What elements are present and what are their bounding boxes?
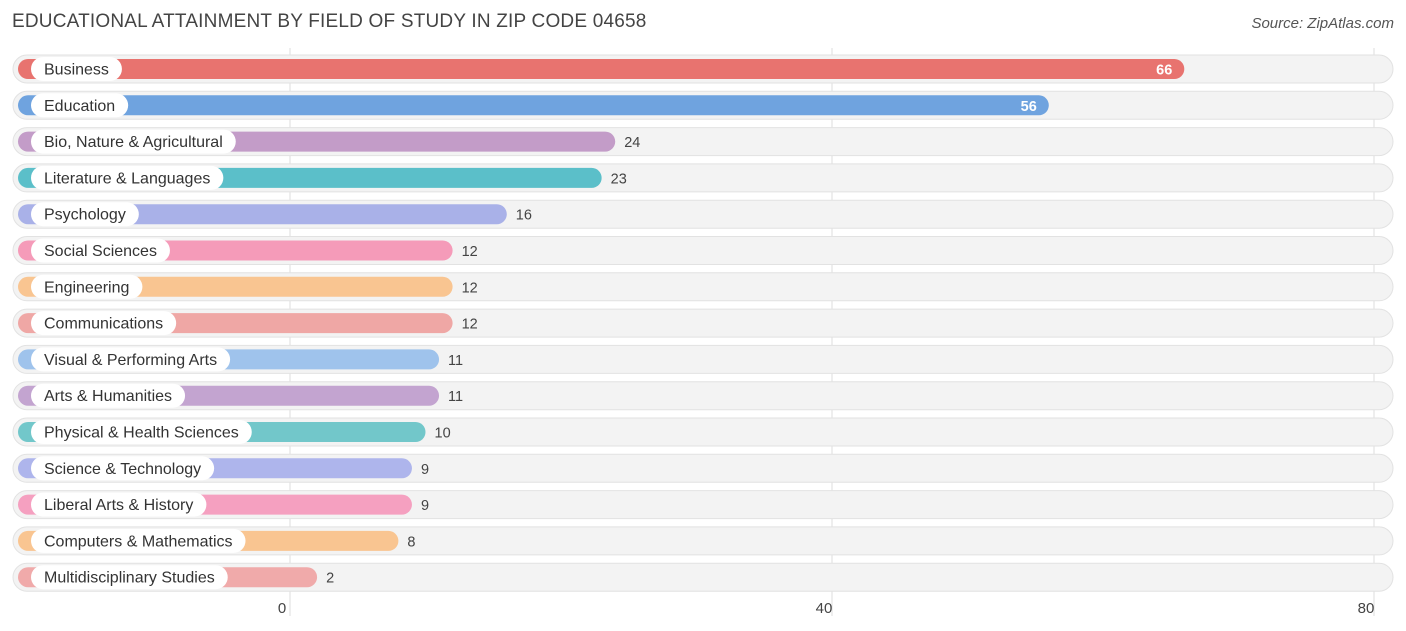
category-label: Science & Technology [44, 461, 201, 478]
source-label: Source: ZipAtlas.com [1251, 15, 1394, 32]
category-label: Social Sciences [44, 243, 157, 260]
x-tick-label: 80 [1358, 600, 1375, 617]
value-label: 56 [1021, 99, 1037, 115]
category-label: Liberal Arts & History [44, 497, 193, 514]
category-label-pill [31, 492, 207, 517]
value-label: 66 [1156, 63, 1172, 79]
category-label-pill [31, 456, 215, 481]
value-label: 11 [448, 353, 463, 369]
category-label: Literature & Languages [44, 170, 210, 187]
category-label: Computers & Mathematics [44, 533, 233, 550]
bar-track [12, 562, 1394, 592]
category-label: Business [44, 62, 109, 79]
category-label-pill [31, 165, 224, 190]
category-label-pill [31, 93, 129, 118]
category-label-pill [31, 347, 231, 372]
x-axis-ticks: 0 40 80 [278, 600, 1375, 617]
value-label: 9 [421, 462, 429, 478]
chart-title: EDUCATIONAL ATTAINMENT BY FIELD OF STUDY… [12, 11, 647, 32]
category-label: Psychology [44, 207, 126, 224]
value-label: 16 [516, 208, 532, 224]
category-label-pill [31, 528, 246, 553]
bar [18, 59, 1185, 79]
category-label: Physical & Health Sciences [44, 425, 239, 442]
category-label-pill [31, 383, 186, 408]
value-label: 24 [624, 135, 640, 151]
value-label: 10 [435, 426, 451, 442]
category-label-pill [31, 274, 143, 299]
category-label-pill [31, 129, 236, 154]
value-label: 23 [611, 171, 627, 187]
category-label-pill [31, 420, 252, 444]
category-label: Multidisciplinary Studies [44, 570, 215, 587]
category-label-pill [31, 238, 170, 263]
bar [18, 204, 507, 225]
value-label: 12 [462, 280, 478, 296]
bar [18, 95, 1049, 116]
category-label: Visual & Performing Arts [44, 352, 217, 369]
category-label-pill [31, 565, 228, 590]
category-label: Arts & Humanities [44, 388, 172, 405]
x-tick-label: 0 [278, 600, 286, 617]
category-label-pill [31, 57, 122, 81]
category-label: Bio, Nature & Agricultural [44, 134, 223, 151]
value-label: 12 [462, 244, 478, 260]
category-label-pill [31, 202, 139, 227]
category-label: Communications [44, 316, 163, 333]
category-label: Engineering [44, 279, 129, 296]
value-label: 2 [326, 571, 334, 587]
category-label: Education [44, 98, 115, 115]
x-tick-label: 40 [816, 600, 833, 617]
value-label: 9 [421, 498, 429, 514]
value-label: 11 [448, 389, 463, 405]
category-label-pill [31, 311, 177, 336]
bar-rows: Business 66 Education 56 Bio, Nature & Agric… [12, 54, 1394, 592]
value-label: 12 [462, 317, 478, 333]
value-label: 8 [407, 534, 415, 550]
